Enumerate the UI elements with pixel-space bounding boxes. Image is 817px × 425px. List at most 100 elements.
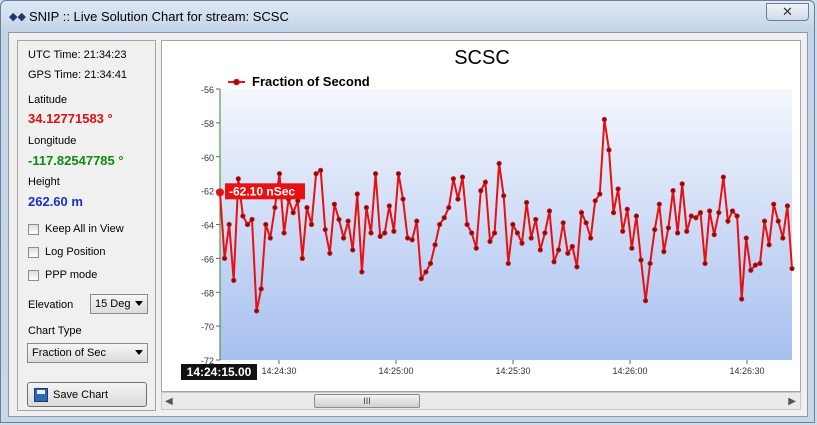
horizontal-scrollbar[interactable]: ◀ III ▶	[161, 392, 801, 410]
data-point	[459, 174, 466, 180]
floppy-disk-icon	[34, 387, 48, 402]
dropdown-arrow-icon	[135, 350, 143, 355]
checkbox-box[interactable]	[28, 269, 39, 281]
checkbox-box[interactable]	[28, 223, 39, 235]
data-point	[354, 191, 360, 197]
legend-label: Fraction of Second	[252, 74, 370, 89]
data-point	[496, 160, 502, 167]
checkbox-box[interactable]	[28, 246, 39, 258]
scroll-right-arrow-icon[interactable]: ▶	[788, 396, 796, 407]
data-point	[620, 228, 626, 234]
height-label: Height	[28, 176, 60, 188]
data-point	[775, 218, 781, 224]
data-point	[716, 210, 722, 216]
data-point	[414, 218, 420, 224]
data-point	[482, 179, 489, 185]
data-point	[363, 204, 370, 211]
data-point	[400, 196, 406, 202]
longitude-label: Longitude	[28, 135, 77, 147]
ppp-mode-checkbox[interactable]: PPP mode	[28, 269, 97, 281]
data-point	[231, 277, 237, 283]
data-point	[240, 213, 246, 219]
y-tick-label: -64	[201, 221, 214, 231]
data-point	[386, 203, 392, 209]
data-point	[739, 296, 745, 302]
elevation-select[interactable]: 15 Deg	[90, 294, 148, 314]
data-point	[450, 176, 456, 182]
checkbox-label: Keep All in View	[45, 223, 124, 235]
data-point	[606, 147, 612, 153]
data-point	[551, 259, 557, 265]
data-point	[491, 230, 498, 236]
data-point	[729, 208, 736, 214]
x-tick-label: 14:26:00	[612, 366, 647, 376]
data-point	[546, 208, 553, 214]
data-point	[505, 260, 511, 267]
data-point	[624, 206, 630, 212]
data-point	[473, 245, 479, 251]
scroll-left-arrow-icon[interactable]: ◀	[165, 396, 173, 407]
height-value: 262.60 m	[28, 194, 83, 209]
data-point	[652, 226, 658, 233]
longitude-value: -117.82547785 °	[28, 153, 124, 168]
data-point	[377, 233, 383, 239]
data-point	[382, 230, 388, 236]
data-point	[528, 235, 534, 241]
checkbox-label: Log Position	[45, 246, 106, 258]
data-point	[610, 210, 617, 216]
data-point	[254, 308, 260, 314]
data-point	[697, 210, 704, 216]
data-point	[642, 298, 649, 304]
chart-type-value: Fraction of Sec	[32, 347, 106, 359]
data-point	[578, 210, 585, 216]
y-tick-label: -72	[201, 356, 214, 366]
data-point	[661, 249, 667, 255]
legend-marker	[233, 78, 240, 86]
y-tick-label: -70	[201, 322, 214, 332]
data-point	[757, 260, 763, 267]
data-point	[588, 235, 594, 241]
data-point	[670, 188, 676, 194]
data-point	[391, 228, 397, 234]
close-button[interactable]: ✕	[766, 3, 809, 21]
data-point	[304, 204, 310, 211]
data-point	[533, 216, 539, 223]
title-bar[interactable]: ◆◆ SNIP :: Live Solution Chart for strea…	[1, 1, 814, 32]
data-point	[789, 265, 795, 272]
data-point	[359, 269, 365, 275]
data-point	[665, 225, 672, 231]
data-point	[725, 218, 731, 224]
data-point	[418, 276, 424, 282]
x-tick-label: 14:25:30	[495, 366, 530, 376]
save-chart-button[interactable]: Save Chart	[27, 382, 147, 407]
checkbox-label: PPP mode	[45, 269, 98, 281]
data-point	[771, 201, 777, 207]
keep-all-in-view-checkbox[interactable]: Keep All in View	[28, 223, 124, 235]
data-point	[478, 188, 484, 194]
data-point	[244, 221, 251, 228]
data-point	[565, 250, 571, 256]
value-label: -62.10 nSec	[229, 184, 295, 198]
data-point	[464, 221, 470, 228]
data-point	[684, 228, 690, 234]
chart-type-select[interactable]: Fraction of Sec	[27, 343, 148, 363]
data-point	[322, 226, 328, 233]
data-point	[638, 257, 644, 263]
data-point	[336, 216, 342, 223]
window-title: SNIP :: Live Solution Chart for stream: …	[29, 9, 289, 24]
data-point	[409, 237, 415, 243]
data-point	[299, 255, 305, 261]
data-point	[327, 250, 333, 256]
data-point	[501, 193, 507, 199]
data-point	[656, 201, 662, 207]
data-point	[331, 201, 337, 207]
data-point	[510, 221, 516, 228]
data-point	[537, 247, 543, 253]
x-tick-label: 14:26:30	[729, 366, 764, 376]
data-point	[281, 230, 287, 236]
scrollbar-thumb[interactable]: III	[314, 394, 420, 408]
data-point	[556, 247, 562, 253]
log-position-checkbox[interactable]: Log Position	[28, 246, 106, 258]
data-point	[693, 215, 699, 221]
